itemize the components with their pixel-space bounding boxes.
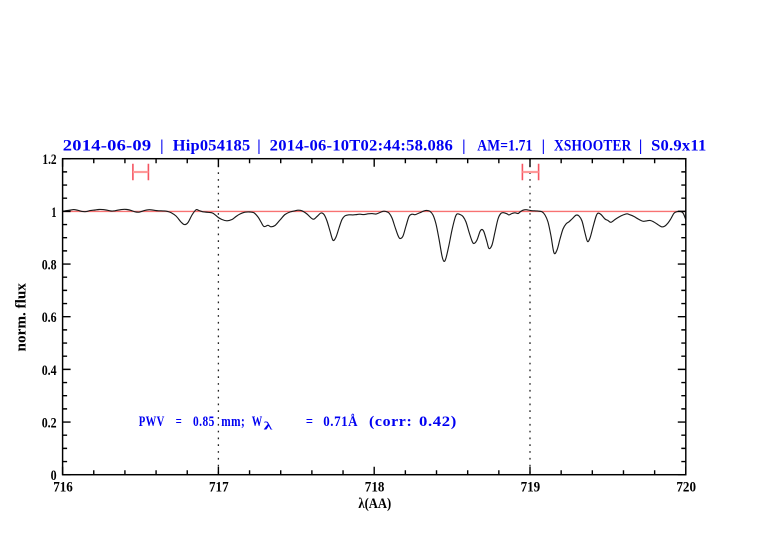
- svg-text:1: 1: [51, 205, 56, 221]
- svg-text:λ: λ: [264, 421, 273, 433]
- svg-text:(corr:: (corr:: [369, 413, 412, 430]
- svg-text:0.2: 0.2: [42, 415, 57, 431]
- svg-text:S0.9x11: S0.9x11: [651, 138, 706, 155]
- svg-text:AM=1.71: AM=1.71: [477, 138, 532, 155]
- svg-text:0: 0: [51, 468, 57, 484]
- svg-text:mm;: mm;: [221, 413, 245, 430]
- svg-text:2014-06-10T02:44:58.086: 2014-06-10T02:44:58.086: [270, 138, 453, 155]
- svg-text:|: |: [462, 138, 466, 155]
- svg-text:0.4: 0.4: [42, 363, 57, 379]
- svg-text:0.6: 0.6: [42, 310, 57, 326]
- svg-text:|: |: [257, 138, 261, 155]
- svg-text:λ(AA): λ(AA): [358, 496, 391, 512]
- svg-text:2014-06-09: 2014-06-09: [63, 138, 152, 155]
- svg-text:1.2: 1.2: [42, 152, 56, 168]
- svg-text:|: |: [160, 138, 164, 155]
- svg-text:=: =: [306, 413, 314, 430]
- svg-text:718: 718: [365, 480, 385, 496]
- svg-text:PWV: PWV: [139, 413, 165, 430]
- svg-text:norm. flux: norm. flux: [14, 282, 30, 351]
- svg-text:720: 720: [676, 480, 696, 496]
- svg-text:XSHOOTER: XSHOOTER: [554, 138, 632, 155]
- svg-text:Hip054185: Hip054185: [173, 138, 251, 155]
- svg-text:|: |: [542, 138, 546, 155]
- svg-text:W: W: [252, 413, 263, 430]
- svg-text:=: =: [176, 413, 183, 430]
- svg-text:716: 716: [53, 480, 73, 496]
- svg-text:719: 719: [521, 480, 541, 496]
- svg-text:0.85: 0.85: [193, 413, 215, 430]
- svg-text:|: |: [639, 138, 643, 155]
- svg-text:0.42): 0.42): [419, 413, 457, 430]
- svg-text:0.8: 0.8: [42, 257, 57, 273]
- svg-text:717: 717: [209, 480, 229, 496]
- svg-text:0.71Å: 0.71Å: [323, 413, 358, 430]
